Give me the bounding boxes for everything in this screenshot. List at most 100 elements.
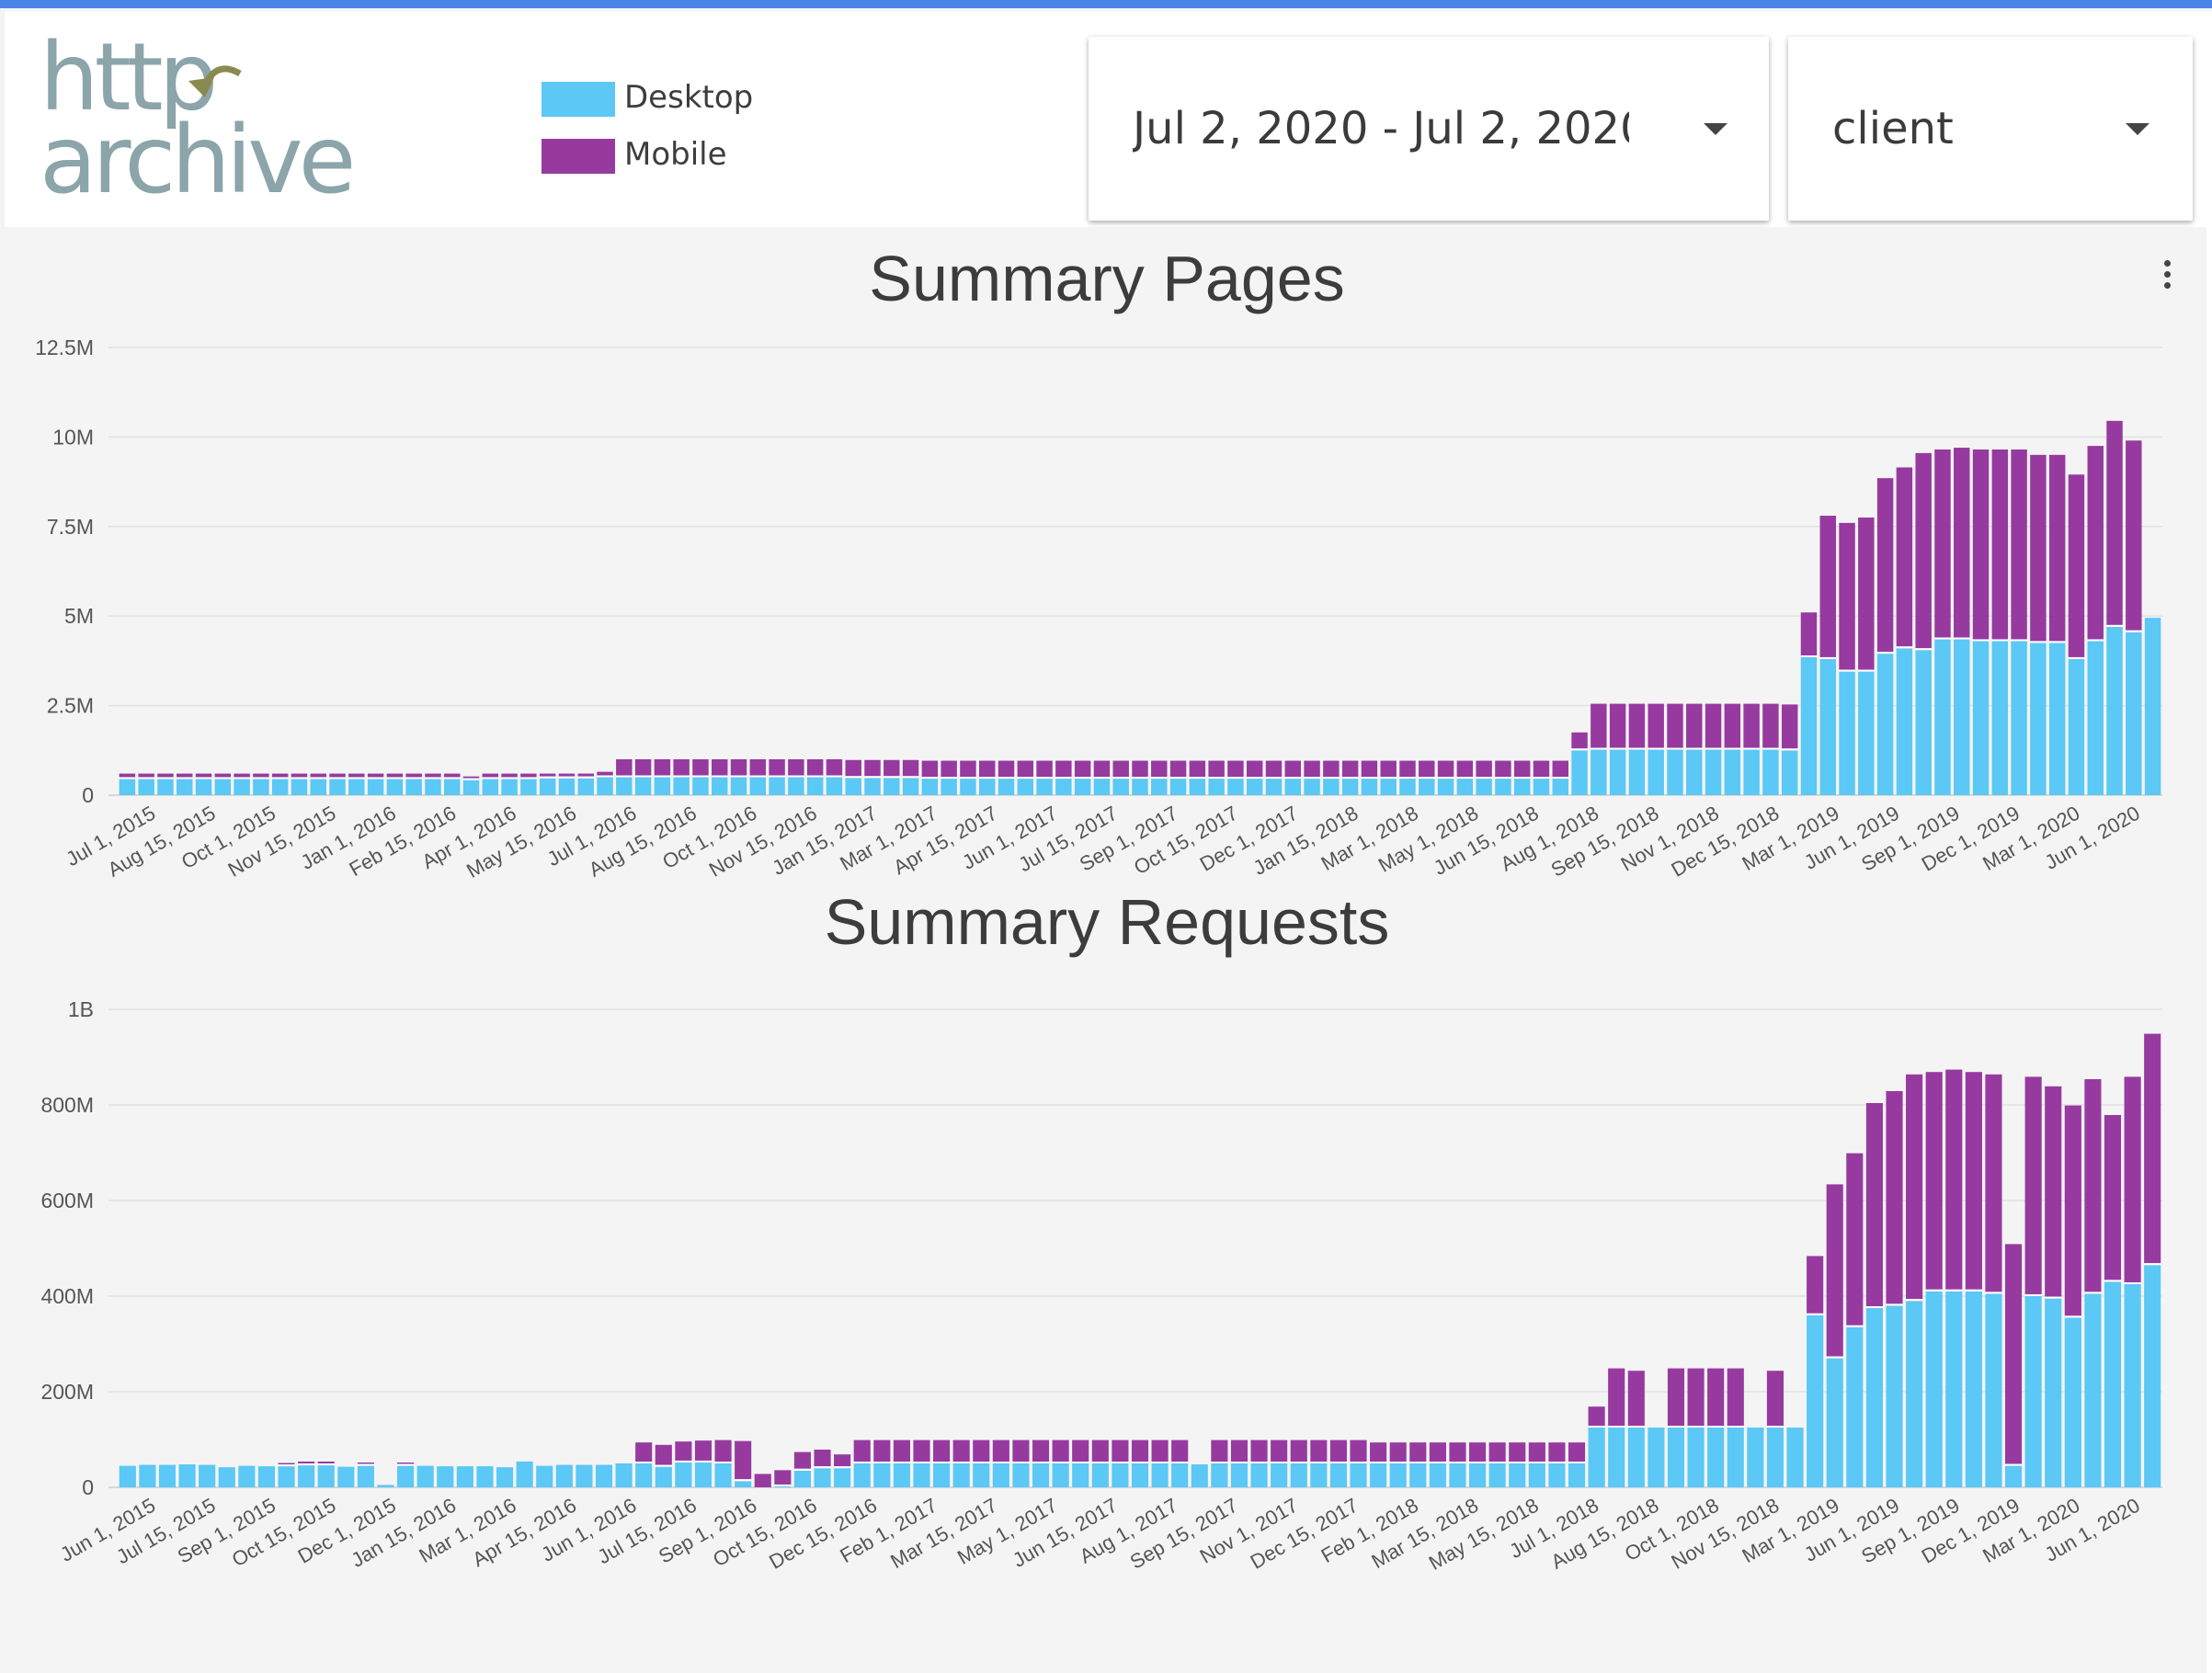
bar-desktop [1925,1291,1943,1487]
bar-mobile [2064,1105,2081,1316]
bar-separator [1304,777,1320,780]
bar-desktop [1151,779,1168,795]
bar-mobile [119,773,136,778]
bar-desktop [1945,1291,1963,1487]
bar-mobile [2124,1076,2141,1282]
bar-mobile [826,758,843,776]
bar-separator [1230,1462,1249,1463]
more-vert-icon[interactable] [2162,260,2172,291]
chevron-down-icon[interactable] [2126,123,2149,135]
bar-desktop [1876,654,1894,795]
bar-mobile [1972,449,1990,640]
bar-separator [157,777,174,780]
bar-separator [978,777,996,780]
y-tick-label: 0 [82,783,94,807]
bar-desktop [367,779,384,795]
bar-separator [1934,637,1951,640]
bar-desktop [1846,1326,1864,1487]
bar-desktop [884,778,900,795]
bar-separator [2064,1315,2081,1318]
legend-label-desktop: Desktop [624,79,754,116]
bar-mobile [1495,760,1511,778]
bar-desktop [317,1465,335,1487]
bar-desktop [1707,1428,1725,1487]
bar-separator [714,1462,732,1463]
y-tick-label: 7.5M [47,515,94,539]
bar-mobile [1072,1440,1089,1462]
bar-desktop [1468,1463,1487,1487]
bar-desktop [1012,1463,1030,1487]
date-range-control[interactable]: Jul 2, 2020 - Jul 2, 2020 [1089,37,1769,221]
bar-separator [1846,1325,1864,1327]
bar-mobile [675,1441,692,1461]
bar-desktop [1052,1463,1069,1487]
bar-mobile [298,1462,315,1464]
bar-desktop [635,1463,653,1487]
bar-desktop [1112,779,1129,795]
bar-desktop [1230,1463,1249,1487]
bar-separator [1925,1289,1943,1292]
bar-mobile [793,1451,812,1469]
bar-separator [1112,777,1129,780]
bar-separator [2011,639,2027,642]
bar-desktop [654,777,671,795]
bar-desktop [1380,779,1397,795]
http-archive-logo[interactable]: http archive [40,26,389,223]
bar-separator [735,1479,752,1482]
bar-separator [482,777,499,780]
chevron-down-icon[interactable] [1704,123,1727,135]
bar-mobile [1074,760,1091,778]
bar-mobile [1588,1406,1605,1426]
summary-pages-chart: Summary Pages 0 2.5M 5M 7.5M 10M 12.5M Jul 1,… [35,243,2162,882]
bar-separator [694,1460,713,1462]
bar-separator [1437,777,1454,780]
bar-mobile [2068,474,2085,657]
bar-separator [539,776,556,779]
bar-separator [884,776,900,779]
bar-separator [1271,1462,1288,1463]
bar-separator [1705,747,1722,750]
bar-mobile [2126,440,2142,631]
bar-desktop [1304,779,1320,795]
bar-mobile [348,773,365,778]
bar-desktop [253,779,269,795]
bar-desktop [1350,1463,1367,1487]
bar-mobile [1246,760,1263,778]
dimension-filter-control[interactable]: client [1788,37,2193,221]
bar-desktop [1036,779,1053,795]
bar-mobile [853,1440,871,1462]
bar-mobile [655,1444,672,1465]
bar-mobile [616,758,633,776]
bar-desktop [119,779,136,795]
bar-desktop [1191,1464,1208,1487]
bar-separator [1991,639,2009,642]
bar-separator [1826,1356,1843,1359]
bar-mobile [1800,612,1818,656]
date-range-value: Jul 2, 2020 - Jul 2, 2020 [1133,103,1629,154]
bar-mobile [138,773,154,778]
bar-separator [1896,646,1913,649]
bar-separator [1456,777,1474,780]
bar-mobile [1370,1442,1387,1462]
bar-desktop [397,1465,415,1487]
bar-separator [1132,777,1148,780]
bar-separator [1965,1289,1982,1292]
bar-separator [921,777,939,780]
bar-separator [195,777,212,780]
bar-mobile [234,773,250,778]
bar-desktop [826,777,843,795]
bar-desktop [1310,1463,1328,1487]
bar-separator [1707,1426,1725,1428]
bar-mobile [357,1462,374,1464]
bar-mobile [1169,760,1187,778]
bar-mobile [577,773,594,777]
bars [119,420,2161,795]
bar-desktop [873,1463,891,1487]
bar-mobile [2104,1115,2122,1280]
bar-desktop [482,779,499,795]
bar-mobile [157,773,174,778]
bar-desktop [2064,1317,2081,1487]
bar-mobile [1628,703,1646,748]
bar-desktop [291,779,308,795]
